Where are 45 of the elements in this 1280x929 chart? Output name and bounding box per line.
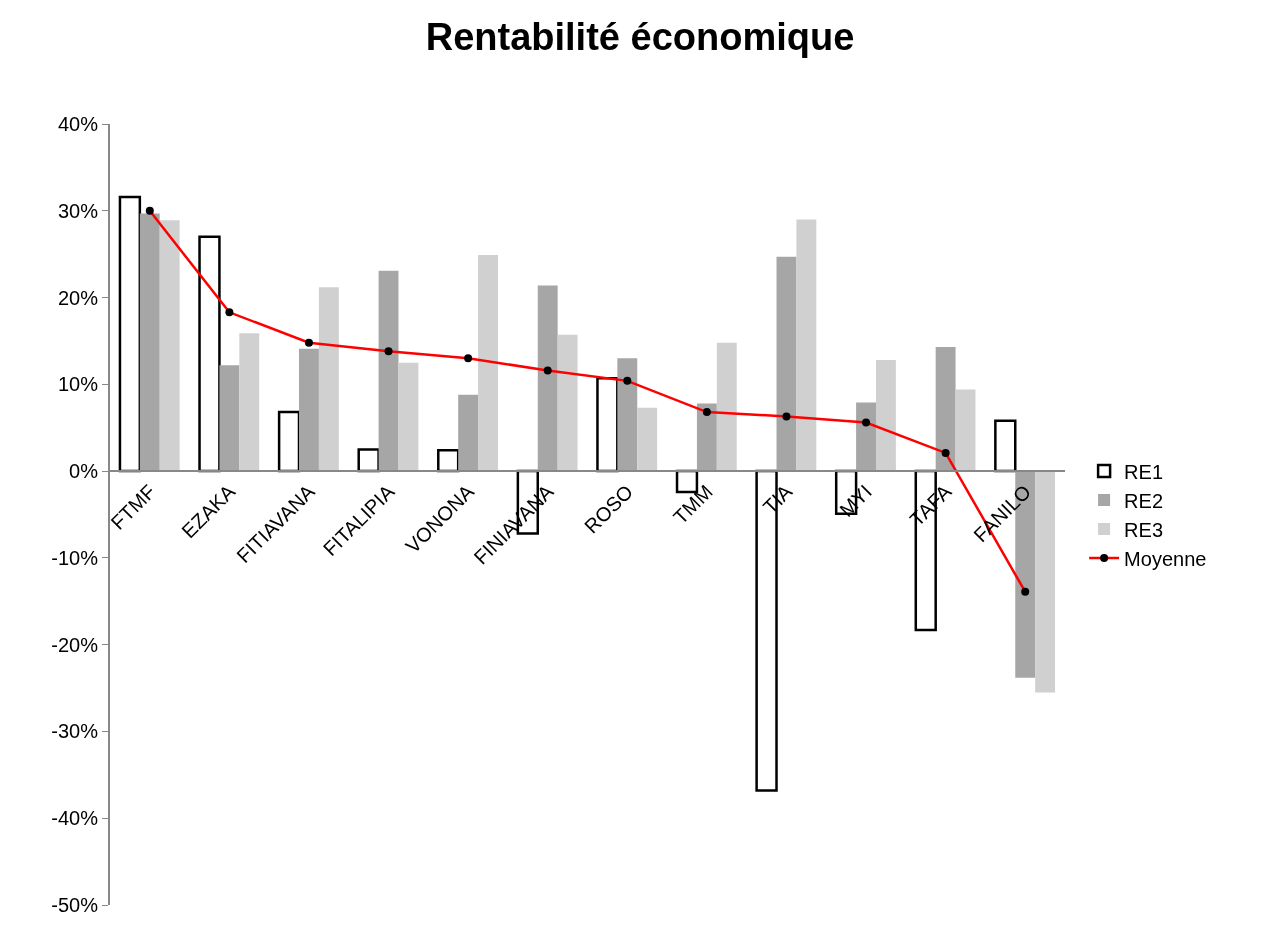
legend-label: Moyenne [1124,547,1207,570]
bar [458,394,479,472]
y-tick-label: -30% [51,720,99,743]
bar [239,333,260,472]
bar [696,403,717,472]
y-tick-label: -40% [51,807,99,830]
bar [856,402,876,472]
y-tick-label: 40% [57,113,99,135]
legend-label: RE1 [1124,460,1164,483]
bar [1035,471,1056,693]
bar [557,334,578,472]
bar [478,255,498,472]
bar [357,448,380,473]
y-tick-label: -20% [51,633,99,656]
y-tick-label: -10% [51,546,99,569]
bar [159,220,180,472]
bar [617,358,638,472]
bar [398,362,419,472]
bar [716,342,737,472]
y-tick-label: -50% [51,894,99,916]
legend-label: RE2 [1124,489,1164,512]
bar [776,256,797,472]
bar [875,360,896,472]
bar [378,270,399,472]
bar [955,389,976,472]
bar [139,213,160,472]
y-tick-label: 10% [57,373,99,396]
x-tick-label: TIA [758,480,797,519]
bar [277,410,301,473]
y-tick-label: 20% [57,286,99,309]
bar [118,195,142,473]
chart-title: Rentabilité économique [425,16,855,59]
bar [935,347,956,472]
bar [537,285,558,472]
bar [637,407,658,472]
bar [796,219,817,472]
bar [596,377,619,473]
bar [994,419,1017,473]
legend-label: RE3 [1124,518,1164,541]
bar [219,365,240,472]
y-tick-label: 30% [57,199,99,222]
bar [198,235,221,473]
y-tick-label: 0% [69,460,99,483]
bar [318,287,339,472]
bar [299,348,319,472]
